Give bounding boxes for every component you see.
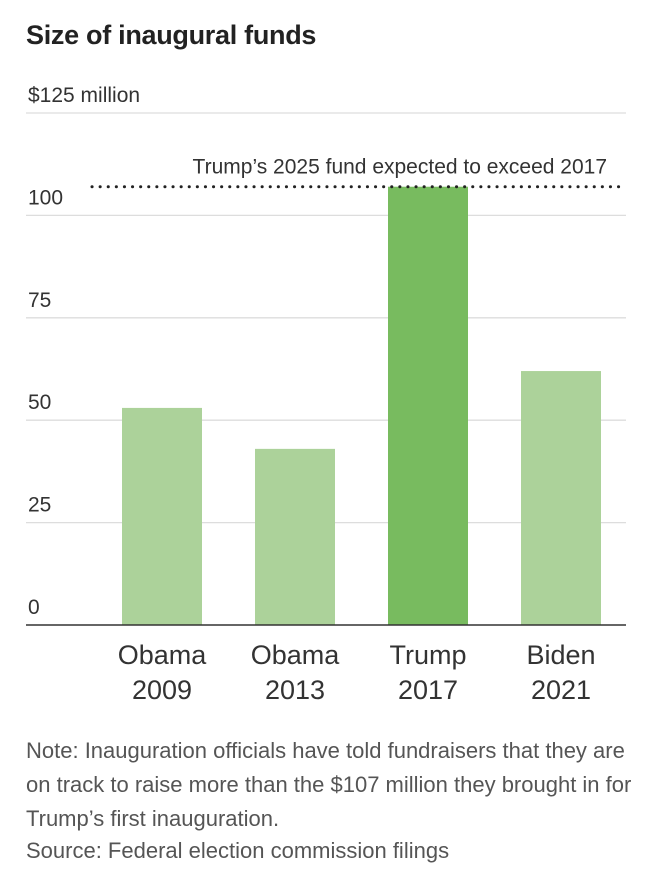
x-axis-labels: Obama 2009 Obama 2013 Trump 2017 Biden 2021 — [118, 640, 596, 705]
x-label-2-line2: 2017 — [398, 675, 458, 705]
x-label-3-line2: 2021 — [531, 675, 591, 705]
y-tick-label-4: 100 — [28, 186, 63, 209]
x-label-0-line2: 2009 — [132, 675, 192, 705]
chart-note: Note: Inauguration officials have told f… — [26, 738, 632, 831]
y-axis-ticks: 0 25 50 75 100 $125 million — [28, 84, 140, 619]
bar-1 — [255, 448, 335, 625]
bar-2 — [388, 186, 468, 625]
chart-source: Source: Federal election commission fili… — [26, 838, 450, 863]
y-tick-label-5: $125 million — [28, 84, 140, 107]
bar-chart: 0 25 50 75 100 $125 million Trump’s 2025 fund… — [26, 84, 626, 705]
x-label-3-line1: Biden — [526, 640, 595, 670]
reference-line-group: Trump’s 2025 fund expected to exceed 201… — [90, 156, 624, 189]
x-label-0-line1: Obama — [118, 640, 208, 670]
bar-0 — [122, 407, 202, 625]
reference-line-label: Trump’s 2025 fund expected to exceed 201… — [193, 156, 607, 179]
y-tick-label-2: 50 — [28, 391, 51, 414]
x-label-2-line1: Trump — [389, 640, 466, 670]
bars — [122, 186, 601, 625]
bar-3 — [521, 371, 601, 625]
y-tick-label-3: 75 — [28, 289, 51, 312]
chart-title: Size of inaugural funds — [26, 20, 317, 50]
y-tick-label-1: 25 — [28, 494, 51, 517]
x-label-1-line2: 2013 — [265, 675, 325, 705]
y-tick-label-0: 0 — [28, 596, 40, 619]
x-label-1-line1: Obama — [251, 640, 341, 670]
